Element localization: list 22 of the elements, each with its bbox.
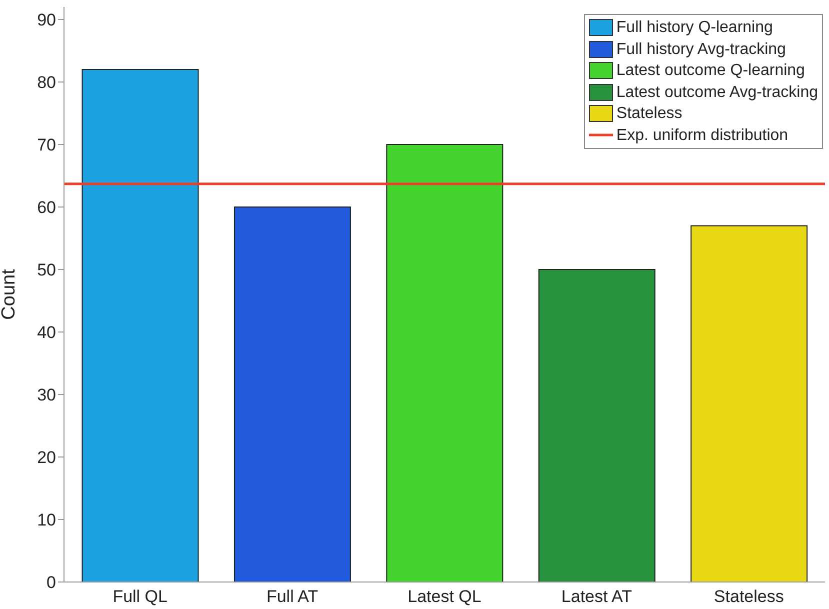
y-tick-label: 50	[37, 260, 56, 280]
legend-label: Latest outcome Avg-tracking	[616, 82, 818, 102]
y-tick-label: 40	[37, 323, 56, 342]
y-tick-label: 30	[37, 386, 56, 405]
legend-label: Stateless	[616, 104, 682, 124]
y-tick-label: 80	[37, 73, 56, 92]
x-tick-label: Latest AT	[561, 587, 632, 606]
y-axis-title: Count	[0, 268, 20, 320]
x-tick-label: Full AT	[266, 587, 318, 606]
x-tick-label: Full QL	[112, 587, 168, 606]
legend-label: Exp. uniform distribution	[616, 126, 788, 146]
y-tick-label: 60	[37, 198, 56, 218]
y-tick-label: 0	[46, 573, 56, 592]
y-tick-label: 70	[37, 136, 56, 155]
y-tick-label: 20	[37, 448, 56, 468]
legend-label: Latest outcome Q-learning	[616, 61, 805, 81]
x-tick-label: Stateless	[714, 587, 784, 606]
y-tick-label: 10	[37, 510, 56, 530]
legend-label: Full history Q-learning	[616, 18, 773, 38]
legend-label: Full history Avg-tracking	[616, 40, 786, 60]
x-tick-label: Latest QL	[408, 587, 482, 606]
y-tick-label: 90	[37, 10, 56, 30]
